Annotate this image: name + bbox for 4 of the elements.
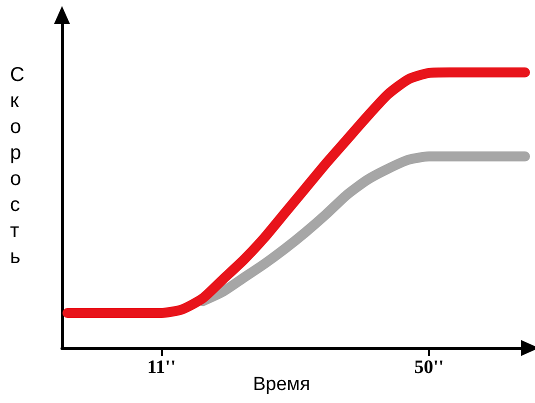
x-tick-label: 11'' [147, 357, 176, 378]
x-tick-label: 50'' [414, 357, 444, 378]
y-axis-title: Скорость [10, 64, 24, 268]
x-axis-title: Время [253, 374, 310, 395]
